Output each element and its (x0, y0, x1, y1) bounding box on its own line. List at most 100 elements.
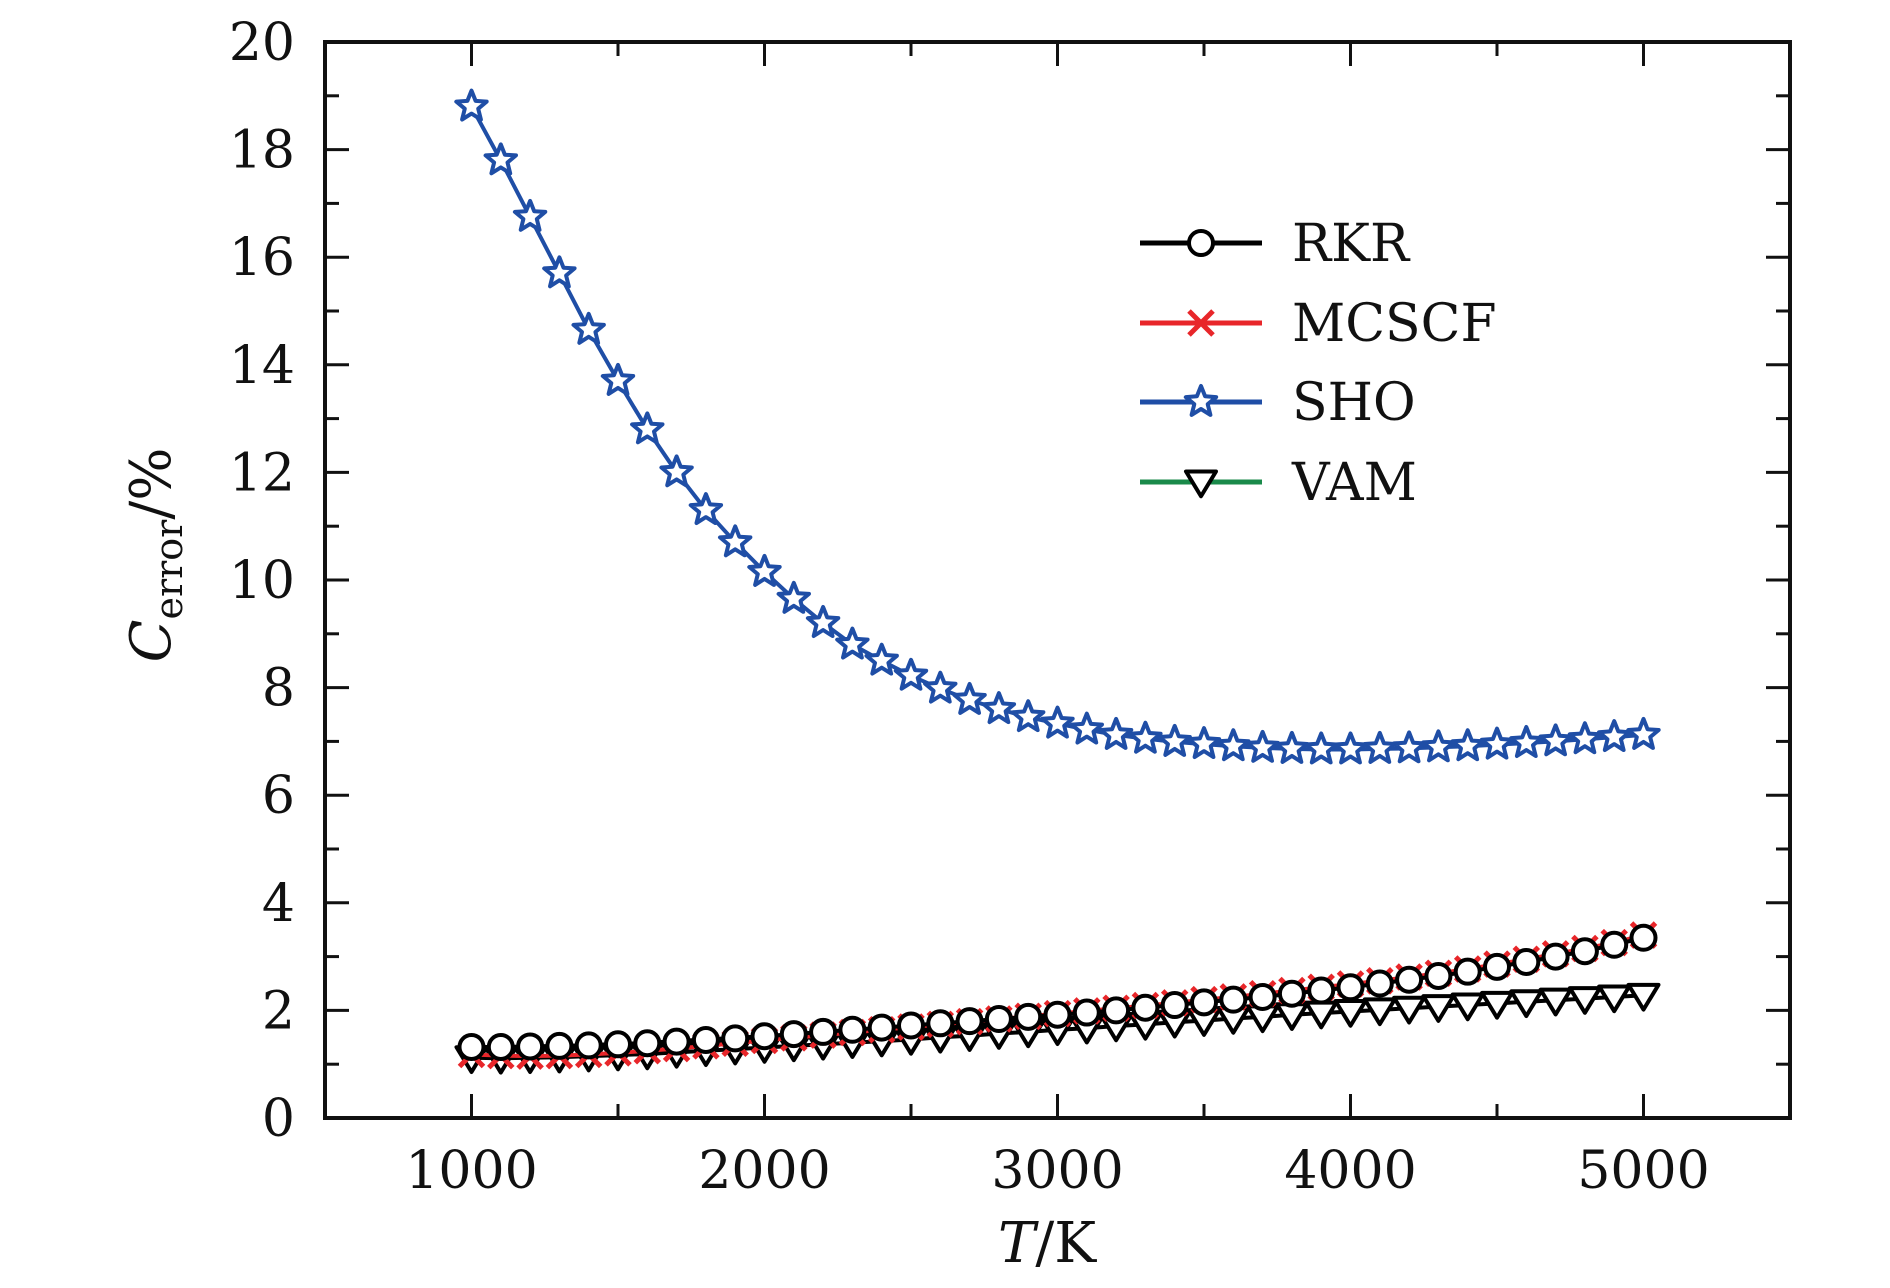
sho-point (864, 642, 899, 676)
vam-point (1450, 992, 1485, 1022)
legend: RKR MCSCF SHO VAM (1140, 214, 1497, 513)
sho-point (512, 198, 548, 232)
legend-label: MCSCF (1292, 294, 1497, 354)
rkr-point (1131, 993, 1160, 1022)
sho-point (805, 605, 841, 638)
rkr-point (545, 1031, 574, 1060)
rkr-point (1248, 982, 1277, 1011)
rkr-point (1336, 973, 1365, 1002)
sho-point (776, 580, 811, 614)
y-tick-label: 8 (262, 659, 295, 719)
y-tick-label: 18 (229, 121, 295, 181)
sho-point (923, 670, 958, 704)
rkr-point (809, 1017, 838, 1046)
legend-label: RKR (1292, 214, 1411, 274)
legend-marker (1187, 309, 1215, 337)
rkr-point (1190, 988, 1218, 1017)
sho-point (835, 626, 870, 660)
sho-point (1274, 730, 1310, 764)
sho-point (893, 657, 929, 691)
rkr-point (1014, 1002, 1043, 1031)
rkr-point (1629, 923, 1658, 952)
sho-point (630, 411, 665, 445)
y-tick-label: 6 (262, 766, 295, 826)
vam-point (1509, 989, 1544, 1019)
legend-label: SHO (1292, 373, 1416, 433)
rkr-point (897, 1011, 925, 1040)
rkr-point (1219, 985, 1248, 1014)
sho-point (483, 142, 518, 176)
sho-point (1567, 721, 1603, 755)
legend-item-vam: VAM (1140, 453, 1417, 513)
rkr-point (1365, 969, 1394, 998)
sho-point (1069, 711, 1104, 745)
y-tick-label: 20 (229, 13, 295, 73)
y-tick-label: 12 (229, 443, 295, 503)
plot-frame (323, 40, 1792, 1120)
rkr-point (1102, 996, 1131, 1025)
legend-marker (1183, 384, 1219, 417)
vam-point (1480, 990, 1514, 1020)
sho-point (1216, 728, 1251, 762)
sho-point (952, 682, 987, 715)
legend-item-rkr: RKR (1140, 214, 1411, 274)
rkr-point (1395, 965, 1424, 994)
rkr-point (604, 1030, 632, 1059)
x-axis-title: T/K (998, 1211, 1097, 1276)
sho-point (981, 691, 1017, 725)
sho-point (718, 524, 753, 558)
x-tick-label: 5000 (1577, 1141, 1709, 1201)
plot-marks (454, 88, 1661, 1075)
y-axis-title: Cerror/% (119, 448, 191, 663)
vam-point (1626, 982, 1661, 1012)
sho-point (1304, 731, 1339, 765)
legend-item-mcscf: MCSCF (1140, 294, 1497, 354)
rkr-point (516, 1032, 545, 1061)
rkr-point (1307, 976, 1336, 1005)
vam-point (1421, 994, 1456, 1023)
sho-point (1157, 723, 1192, 757)
sho-point (659, 454, 694, 488)
rkr-point (691, 1025, 720, 1054)
sho-point (1538, 723, 1573, 757)
rkr-point (955, 1007, 984, 1036)
legend-marker (1187, 229, 1215, 257)
rkr-point (574, 1031, 603, 1060)
sho-point (1626, 716, 1661, 750)
rkr-point (984, 1005, 1013, 1034)
sho-point (1509, 725, 1544, 758)
rkr-point (633, 1029, 662, 1058)
sho-point (1391, 730, 1427, 764)
legend-marker (1184, 469, 1218, 499)
sho-point (1245, 729, 1280, 763)
rkr-point (1512, 947, 1541, 976)
sho-point (1479, 726, 1515, 760)
rkr-point (867, 1013, 896, 1042)
rkr-point (926, 1009, 955, 1038)
sho-point (571, 311, 606, 345)
sho-point (1098, 716, 1134, 750)
y-tick-label: 16 (229, 228, 295, 288)
rkr-point (1541, 942, 1570, 971)
rkr-point (457, 1032, 486, 1061)
rkr-point (1600, 930, 1629, 959)
series-sho (454, 88, 1661, 765)
rkr-point (486, 1032, 515, 1061)
sho-point (542, 255, 577, 289)
x-tick-label: 1000 (405, 1141, 537, 1201)
y-tick-label: 0 (262, 1089, 295, 1149)
rkr-point (838, 1015, 867, 1044)
sho-point (1450, 728, 1485, 762)
rkr-point (1277, 979, 1306, 1008)
x-tick-label: 4000 (1284, 1141, 1416, 1201)
rkr-point (662, 1027, 691, 1056)
sho-point (600, 362, 636, 396)
sho-point (688, 492, 724, 525)
sho-point (1333, 731, 1368, 765)
legend-label: VAM (1291, 453, 1417, 513)
rkr-point (750, 1022, 779, 1051)
rkr-point (1424, 961, 1453, 990)
sho-point (1421, 729, 1456, 763)
y-tick-label: 14 (229, 336, 295, 396)
